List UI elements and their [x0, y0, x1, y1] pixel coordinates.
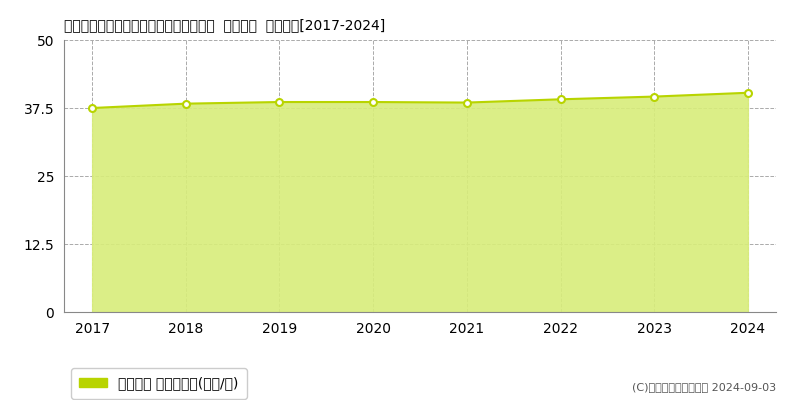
Text: (C)土地価格ドットコム 2024-09-03: (C)土地価格ドットコム 2024-09-03 [632, 382, 776, 392]
Text: 愛知県愛知郡東郷町白鳥２丁目４番３外  地価公示  地価推移[2017-2024]: 愛知県愛知郡東郷町白鳥２丁目４番３外 地価公示 地価推移[2017-2024] [64, 18, 386, 32]
Legend: 地価公示 平均坤単価(万円/坤): 地価公示 平均坤単価(万円/坤) [71, 368, 247, 398]
